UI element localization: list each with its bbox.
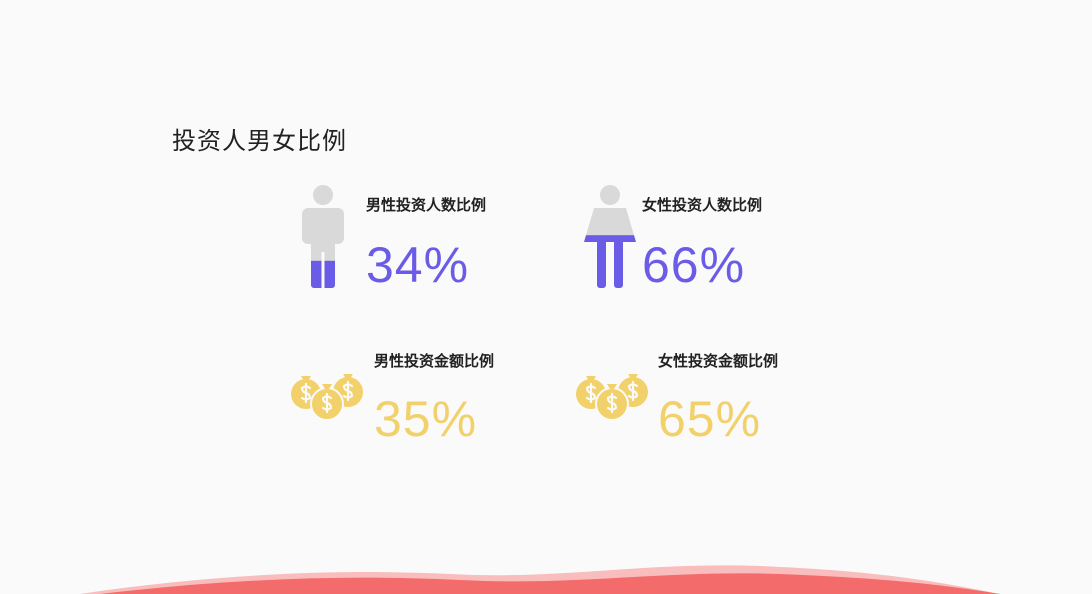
stat-value: 66% [642,237,746,293]
stat-label: 女性投资金额比例 [658,352,779,370]
money-bags-icon [576,374,648,421]
stat-value: 65% [658,391,762,447]
stat-label: 女性投资人数比例 [642,196,763,214]
stat-value: 34% [366,237,470,293]
stat-label: 男性投资金额比例 [374,352,495,370]
stat-value: 35% [374,391,478,447]
stat-label: 男性投资人数比例 [366,196,487,214]
money-bags-icon [291,374,363,421]
page-title: 投资人男女比例 [172,127,347,155]
female-person-icon [584,185,636,288]
male-person-icon [302,185,344,292]
decorative-wave [80,565,1000,594]
